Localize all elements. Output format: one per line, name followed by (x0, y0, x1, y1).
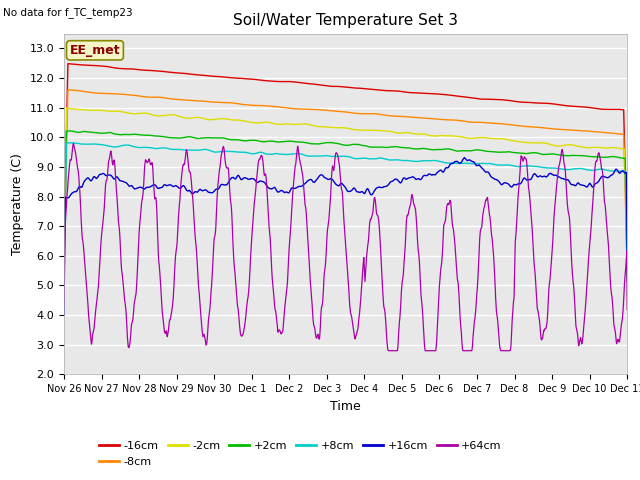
+16cm (60, 312, 68, 318)
+8cm (249, 151, 257, 156)
+2cm (507, 149, 515, 155)
+64cm (385, 348, 392, 354)
+2cm (249, 137, 257, 143)
X-axis label: Time: Time (330, 400, 361, 413)
-8cm (172, 96, 180, 102)
-16cm (172, 70, 180, 75)
-2cm (433, 133, 441, 139)
+8cm (67, 140, 74, 145)
+16cm (507, 184, 515, 190)
+8cm (557, 166, 564, 172)
-16cm (557, 102, 564, 108)
+8cm (433, 158, 441, 164)
+16cm (623, 256, 631, 262)
+16cm (248, 176, 256, 181)
+8cm (172, 146, 180, 152)
Legend: -16cm, -8cm, -2cm, +2cm, +8cm, +16cm, +64cm: -16cm, -8cm, -2cm, +2cm, +8cm, +16cm, +6… (95, 437, 506, 471)
+8cm (60, 286, 68, 291)
Y-axis label: Temperature (C): Temperature (C) (11, 153, 24, 255)
+2cm (433, 146, 441, 152)
Line: +16cm: +16cm (64, 158, 627, 315)
+2cm (60, 279, 68, 285)
+64cm (70, 141, 77, 146)
-8cm (433, 116, 441, 122)
Text: EE_met: EE_met (70, 44, 120, 57)
+64cm (249, 223, 257, 228)
Line: -2cm: -2cm (64, 108, 627, 282)
+8cm (623, 278, 631, 284)
-2cm (623, 279, 631, 285)
-2cm (249, 120, 257, 125)
+2cm (67, 128, 74, 134)
-8cm (249, 102, 257, 108)
-16cm (64, 61, 72, 67)
+16cm (433, 170, 441, 176)
Line: -16cm: -16cm (64, 64, 627, 256)
+64cm (623, 307, 631, 312)
+16cm (186, 188, 193, 193)
Text: No data for f_TC_temp23: No data for f_TC_temp23 (3, 7, 133, 18)
+8cm (186, 147, 193, 153)
+2cm (557, 152, 564, 158)
+64cm (60, 302, 68, 308)
+2cm (186, 134, 193, 140)
Line: +64cm: +64cm (64, 144, 627, 351)
-16cm (186, 71, 193, 77)
-2cm (63, 105, 70, 111)
+64cm (557, 153, 565, 158)
+64cm (186, 169, 193, 175)
-8cm (186, 97, 193, 103)
-2cm (186, 115, 193, 121)
-16cm (249, 76, 257, 82)
-2cm (172, 112, 180, 118)
+64cm (508, 336, 515, 341)
Line: +8cm: +8cm (64, 143, 627, 288)
+8cm (507, 163, 515, 168)
-16cm (433, 91, 441, 97)
-2cm (507, 137, 515, 143)
-8cm (623, 266, 631, 272)
+16cm (461, 155, 468, 161)
+16cm (172, 183, 179, 189)
-8cm (557, 127, 564, 132)
+2cm (623, 270, 631, 276)
+16cm (557, 175, 564, 181)
Title: Soil/Water Temperature Set 3: Soil/Water Temperature Set 3 (233, 13, 458, 28)
-16cm (60, 246, 68, 252)
-16cm (623, 253, 631, 259)
-2cm (60, 257, 68, 263)
-16cm (507, 98, 515, 104)
+2cm (172, 135, 180, 141)
-8cm (60, 259, 68, 264)
+64cm (434, 316, 442, 322)
+64cm (172, 249, 180, 255)
-2cm (557, 143, 564, 149)
-8cm (507, 122, 515, 128)
-8cm (64, 87, 72, 93)
Line: -8cm: -8cm (64, 90, 627, 269)
Line: +2cm: +2cm (64, 131, 627, 282)
